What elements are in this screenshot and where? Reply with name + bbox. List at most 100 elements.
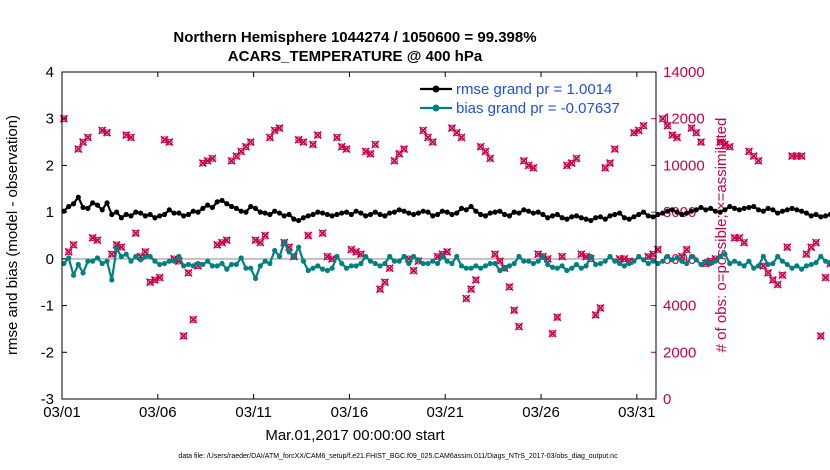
obs-o-marker xyxy=(491,250,499,258)
rmse-point xyxy=(272,208,278,214)
obs-count-marker xyxy=(696,138,706,147)
obs-count-marker xyxy=(529,163,538,172)
obs-count-marker xyxy=(380,278,389,287)
obs-o-marker xyxy=(664,122,671,130)
rmse-point xyxy=(708,205,714,212)
obs-o-marker xyxy=(60,115,68,123)
bias-point xyxy=(200,261,206,268)
obs-o-marker xyxy=(750,152,758,160)
obs-o-marker xyxy=(654,246,662,253)
bias-point xyxy=(588,253,594,260)
rmse-point xyxy=(822,213,829,219)
rmse-point xyxy=(722,207,728,213)
obs-o-marker xyxy=(793,152,801,160)
x-tick-label: 03/06 xyxy=(139,404,177,421)
bias-point xyxy=(396,258,402,264)
obs-count-marker xyxy=(399,145,409,154)
rmse-point xyxy=(224,201,230,207)
rmse-point xyxy=(401,208,407,214)
obs-o-marker xyxy=(74,145,82,153)
obs-o-marker xyxy=(788,152,796,160)
rmse-point xyxy=(784,207,790,213)
bias-point xyxy=(300,258,307,264)
bias-point xyxy=(99,260,105,267)
obs-o-marker xyxy=(266,134,274,141)
obs-count-marker xyxy=(610,145,619,154)
bias-point xyxy=(358,260,364,267)
obs-count-marker xyxy=(764,268,773,277)
obs-o-marker xyxy=(467,285,475,293)
rmse-point xyxy=(703,207,709,213)
obs-o-marker xyxy=(429,138,437,146)
bias-point xyxy=(799,266,805,272)
plot-frame xyxy=(61,71,657,400)
rmse-point xyxy=(391,209,398,215)
rmse-point xyxy=(549,213,556,219)
obs-o-marker xyxy=(745,148,753,155)
bias-point xyxy=(569,265,575,271)
obs-count-marker xyxy=(457,133,466,142)
bias-point xyxy=(310,265,316,271)
bias-point xyxy=(545,261,551,268)
rmse-point xyxy=(478,211,484,218)
rmse-point xyxy=(578,215,584,221)
bias-point xyxy=(693,257,699,263)
obs-o-marker xyxy=(779,271,786,279)
bias-point xyxy=(133,253,139,260)
bias-point xyxy=(755,263,762,269)
obs-o-marker xyxy=(506,283,513,291)
obs-o-marker xyxy=(659,115,667,123)
rmse-point xyxy=(329,213,335,219)
rmse-point xyxy=(688,208,695,214)
bias-point xyxy=(219,260,225,267)
obs-count-marker xyxy=(783,243,792,252)
bias-point xyxy=(746,258,752,264)
rmse-point xyxy=(415,210,421,216)
bias-point xyxy=(736,260,742,267)
obs-count-marker xyxy=(673,133,682,142)
rmse-point xyxy=(195,209,201,215)
rmse-point xyxy=(348,211,354,218)
obs-o-marker xyxy=(247,138,255,146)
bias-point xyxy=(224,266,230,272)
rmse-point xyxy=(339,210,345,216)
x-tick-label: 03/21 xyxy=(426,404,464,421)
bias-point xyxy=(142,253,148,260)
bias-point xyxy=(794,263,800,269)
obs-count-marker xyxy=(371,140,380,149)
rmse-point xyxy=(396,207,402,213)
obs-o-marker xyxy=(65,248,73,256)
obs-count-marker xyxy=(93,236,102,245)
obs-count-marker xyxy=(102,128,112,137)
right-tick-label: 10000 xyxy=(663,157,705,174)
bias-point xyxy=(353,263,359,269)
bias-point xyxy=(137,257,144,263)
bias-point xyxy=(104,258,110,264)
bias-point xyxy=(703,258,709,264)
rmse-point xyxy=(789,205,795,212)
rmse-point xyxy=(717,209,723,215)
legend-marker-bias xyxy=(432,104,440,112)
bias-point xyxy=(387,253,393,260)
bias-point xyxy=(281,239,287,246)
bias-point xyxy=(348,263,354,269)
bias-point xyxy=(478,265,484,271)
rmse-point xyxy=(171,210,177,216)
bias-point xyxy=(252,275,259,282)
obs-o-marker xyxy=(458,134,465,141)
obs-o-marker xyxy=(606,159,614,167)
rmse-point xyxy=(597,214,604,220)
obs-count-marker xyxy=(141,247,150,256)
right-tick-label: 4000 xyxy=(663,298,696,315)
obs-o-marker xyxy=(103,129,111,137)
bias-point xyxy=(406,260,412,267)
obs-o-marker xyxy=(79,138,87,146)
bias-point xyxy=(80,270,86,276)
rmse-point xyxy=(775,210,781,216)
bias-point xyxy=(257,263,263,269)
obs-count-marker xyxy=(390,156,399,165)
rmse-point xyxy=(540,211,546,218)
bias-point xyxy=(612,258,618,264)
bias-point xyxy=(296,244,302,250)
obs-count-marker xyxy=(59,114,68,123)
